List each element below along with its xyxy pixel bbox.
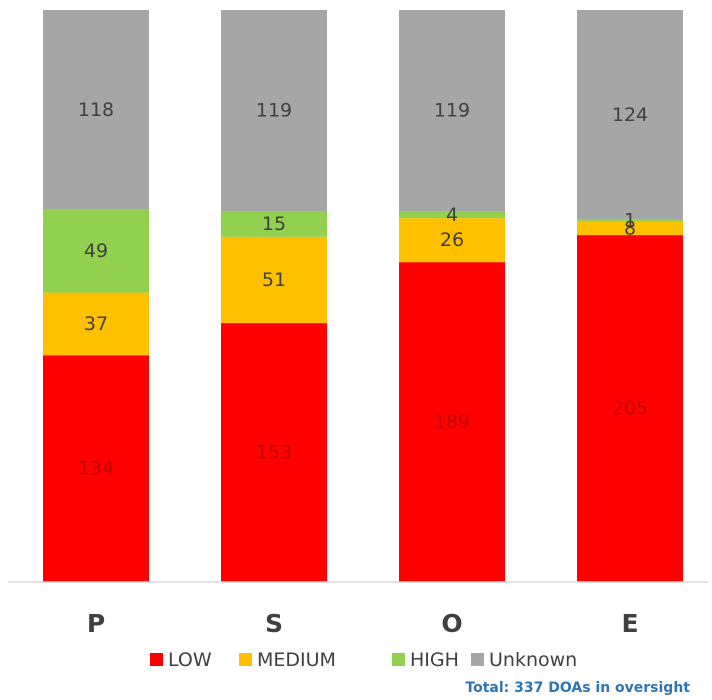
bars-group [43, 10, 683, 583]
data-label-o-low: 189 [434, 411, 470, 433]
segment-labels-group: 134 37 49 118 153 51 15 119 189 26 4 119 205 81 124 [78, 99, 648, 480]
bar-segment-s-unknown [221, 10, 327, 212]
bar-segment-s-high [221, 211, 327, 237]
data-label-s-unknown: 119 [256, 100, 292, 122]
category-label-p: P [87, 609, 105, 638]
data-label-s-high: 15 [262, 213, 286, 235]
legend-label-high: HIGH [410, 649, 459, 671]
bar-segment-p-low [43, 355, 149, 582]
data-label-e-unknown: 124 [612, 104, 648, 126]
legend-swatch-medium [239, 653, 252, 666]
bar-segment-s-low [221, 323, 327, 582]
bar-segment-e-low [577, 235, 683, 583]
data-label-s-low: 153 [256, 442, 292, 464]
data-label-e-high: 1 [624, 210, 636, 232]
data-label-o-high: 4 [446, 204, 458, 226]
legend-label-low: LOW [168, 649, 212, 671]
legend-swatch-low [150, 653, 163, 666]
legend: LOW MEDIUM HIGH Unknown [150, 649, 577, 671]
bar-segment-o-high [399, 211, 505, 219]
bar-segment-o-low [399, 262, 505, 582]
data-label-o-medium: 26 [440, 229, 464, 251]
data-label-e-medium: 8 [624, 217, 636, 239]
data-label-o-unknown: 119 [434, 100, 470, 122]
category-label-o: O [441, 609, 462, 638]
legend-label-medium: MEDIUM [257, 649, 336, 671]
bar-segment-p-high [43, 209, 149, 293]
category-label-s: S [265, 609, 283, 638]
total-annotation: Total: 337 DOAs in oversight [465, 680, 690, 696]
data-label-e-low: 205 [612, 398, 648, 420]
data-label-p-medium: 37 [84, 313, 108, 335]
data-label-p-low: 134 [78, 458, 114, 480]
bar-segment-p-medium [43, 292, 149, 356]
data-label-s-medium: 51 [262, 269, 286, 291]
data-label-p-high: 49 [84, 240, 108, 262]
bar-segment-o-unknown [399, 10, 505, 212]
legend-label-unknown: Unknown [489, 649, 577, 671]
bar-segment-e-high [577, 219, 683, 222]
bar-segment-e-unknown [577, 10, 683, 220]
bar-segment-e-medium [577, 221, 683, 236]
category-label-e: E [621, 609, 638, 638]
bar-segment-p-unknown [43, 10, 149, 210]
bar-segment-o-medium [399, 218, 505, 263]
bar-segment-s-medium [221, 236, 327, 324]
legend-swatch-unknown [471, 653, 484, 666]
data-label-p-unknown: 118 [78, 99, 114, 121]
legend-swatch-high [392, 653, 405, 666]
